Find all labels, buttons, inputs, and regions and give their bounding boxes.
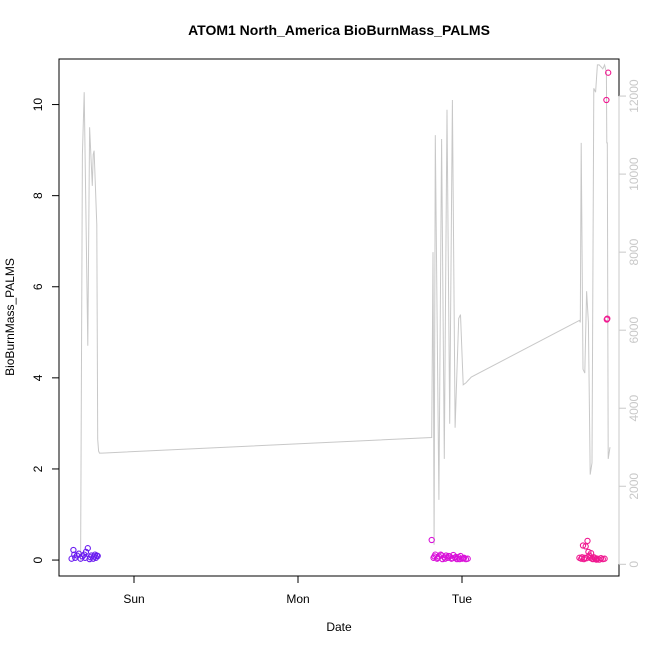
- plot-area: [59, 59, 619, 576]
- x-tick-label: Sun: [123, 592, 144, 606]
- y2-tick-label: 4000: [627, 395, 641, 422]
- y2-tick-label: 12000: [627, 79, 641, 113]
- x-tick-label: Tue: [452, 592, 473, 606]
- y-tick-label: 2: [31, 465, 45, 472]
- x-axis-label: Date: [326, 620, 352, 634]
- y2-tick-label: 0: [627, 561, 641, 568]
- data-point-flight2: [429, 537, 434, 542]
- y-axis-right: 0 2000 4000 6000 8000 10000 12000: [619, 79, 641, 568]
- altitude-line-layer: [81, 65, 610, 561]
- points-layer: [69, 70, 611, 562]
- x-tick-label: Mon: [286, 592, 309, 606]
- altitude-line: [81, 65, 610, 561]
- y2-tick-label: 2000: [627, 473, 641, 500]
- y-axis-label: BioBurnMass_PALMS: [3, 258, 17, 376]
- y-tick-label: 0: [31, 556, 45, 563]
- y-tick-label: 8: [31, 192, 45, 199]
- y2-tick-label: 8000: [627, 238, 641, 265]
- y-axis-left: 0 2 4 6 8 10: [31, 98, 59, 564]
- y2-tick-label: 10000: [627, 157, 641, 191]
- y-tick-label: 6: [31, 283, 45, 290]
- data-point-flight3: [585, 538, 590, 543]
- chart-title: ATOM1 North_America BioBurnMass_PALMS: [188, 22, 490, 38]
- x-axis: Sun Mon Tue: [123, 576, 472, 606]
- y-tick-label: 4: [31, 374, 45, 381]
- y2-tick-label: 6000: [627, 317, 641, 344]
- y-tick-label: 10: [31, 98, 45, 112]
